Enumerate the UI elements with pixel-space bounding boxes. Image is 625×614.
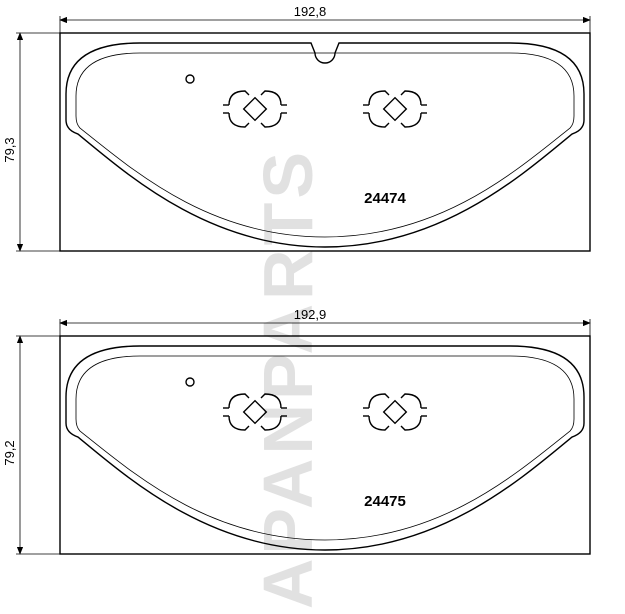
- alignment-hole-icon: [186, 378, 194, 386]
- watermark-text: JAPANPARTS: [249, 148, 327, 614]
- dimension-width-label: 192,8: [294, 4, 327, 19]
- part-number-label: 24475: [364, 493, 406, 510]
- alignment-hole-icon: [186, 75, 194, 83]
- dimension-height-label: 79,2: [2, 440, 17, 465]
- part-number-label: 24474: [364, 190, 406, 207]
- dimension-width-label: 192,9: [294, 307, 327, 322]
- dimension-height-label: 79,3: [2, 137, 17, 162]
